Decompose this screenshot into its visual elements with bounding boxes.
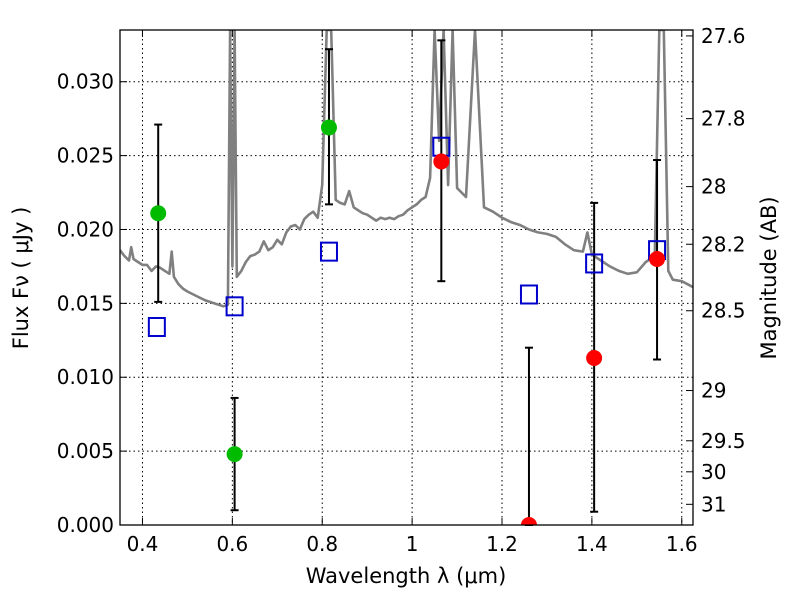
- x-tick-label: 1.4: [576, 532, 608, 556]
- x-tick-label: 0.8: [306, 532, 338, 556]
- y-tick-label: 0.005: [57, 439, 114, 463]
- y-tick-label: 0.025: [57, 144, 114, 168]
- x-tick-label: 1.6: [666, 532, 698, 556]
- x-tick-label: 1.2: [486, 532, 518, 556]
- observed-flux-point: [433, 153, 450, 170]
- y2-tick-label: 29.5: [701, 429, 746, 453]
- x-tick-label: 0.4: [127, 532, 159, 556]
- model-flux-square: [585, 253, 604, 274]
- observed-flux-point: [150, 205, 167, 222]
- y2-tick-label: 30: [701, 460, 726, 484]
- observed-flux-point: [520, 517, 537, 525]
- x-axis-ticks: 0.4 0.6 0.8 1 1.2 1.4 1.6: [127, 30, 698, 556]
- y2-tick-label: 28.2: [701, 232, 746, 256]
- y2-tick-label: 28: [701, 175, 726, 199]
- model-flux-square: [225, 296, 244, 317]
- y2-tick-label: 27.6: [701, 24, 746, 48]
- x-tick-label: 0.6: [216, 532, 248, 556]
- spectrum-line: [120, 30, 693, 308]
- y-axis-ticks: 0.000 0.005 0.010 0.015 0.020 0.025 0.030: [57, 70, 127, 537]
- x-axis-label: Wavelength λ (μm): [306, 564, 507, 588]
- y-tick-label: 0.010: [57, 365, 114, 389]
- plot-frame: [119, 29, 694, 526]
- y2-tick-label: 27.8: [701, 107, 746, 131]
- observed-flux-point: [320, 119, 337, 136]
- y2-tick-label: 31: [701, 492, 726, 516]
- model-flux-square: [319, 241, 338, 262]
- x-tick-label: 1: [406, 532, 419, 556]
- y-tick-label: 0.000: [57, 513, 114, 537]
- y-tick-label: 0.020: [57, 217, 114, 241]
- y2-axis-ticks: 27.6 27.8 28 28.2 28.5 29 29.5 30 31: [686, 24, 746, 516]
- spectrum-layer: [120, 30, 693, 308]
- y2-tick-label: 29: [701, 379, 726, 403]
- y2-tick-label: 28.5: [701, 299, 746, 323]
- model-flux-square: [519, 284, 538, 305]
- observed-flux-point: [226, 446, 243, 463]
- y-tick-label: 0.015: [57, 291, 114, 315]
- observed-flux-markers: [150, 119, 666, 525]
- y2-axis-label: Magnitude (AB): [757, 196, 781, 359]
- model-flux-square: [147, 317, 166, 337]
- y-axis-label: Flux Fν ( μJy ): [9, 207, 33, 350]
- grid-lines: [120, 30, 693, 525]
- observed-flux-point: [649, 251, 666, 268]
- y-tick-label: 0.030: [57, 70, 114, 94]
- observed-flux-point: [586, 350, 603, 367]
